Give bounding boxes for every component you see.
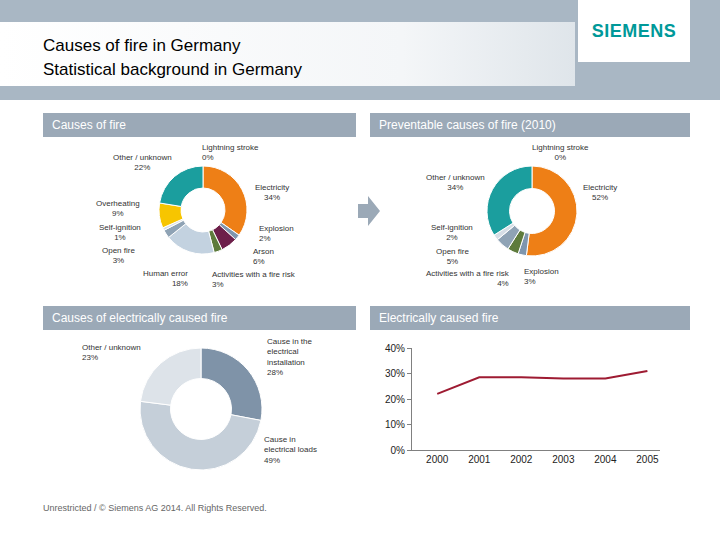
svg-text:Electricity34%: Electricity34% bbox=[255, 183, 289, 202]
svg-text:Arson6%: Arson6% bbox=[253, 247, 274, 266]
svg-text:2003: 2003 bbox=[552, 454, 575, 465]
svg-text:0%: 0% bbox=[391, 445, 406, 456]
html-text:Causes of electrically caused: Causes of electrically caused fire bbox=[52, 311, 228, 325]
html-text:Electrically caused fire: Electrically caused fire bbox=[379, 311, 499, 325]
svg-text:Cause in theelectricalinstalla: Cause in theelectricalinstallation28% bbox=[267, 337, 312, 377]
html-text:Statistical background in Germ: Statistical background in Germany bbox=[43, 60, 302, 79]
svg-text:Lightning stroke0%: Lightning stroke0% bbox=[532, 143, 589, 162]
svg-text:Electricity52%: Electricity52% bbox=[583, 183, 617, 202]
svg-text:Explosion3%: Explosion3% bbox=[524, 267, 559, 286]
svg-text:Open fire3%: Open fire3% bbox=[102, 246, 135, 265]
svg-text:Other / unknown22%: Other / unknown22% bbox=[113, 153, 172, 172]
svg-text:2002: 2002 bbox=[510, 454, 533, 465]
svg-text:20%: 20% bbox=[385, 394, 405, 405]
svg-text:Overheating9%: Overheating9% bbox=[96, 199, 140, 218]
svg-text:Self-ignition2%: Self-ignition2% bbox=[431, 223, 473, 242]
svg-text:Other / unknown23%: Other / unknown23% bbox=[82, 343, 141, 362]
html-text:Unrestricted / © Siemens AG 20: Unrestricted / © Siemens AG 2014. All Ri… bbox=[43, 503, 267, 513]
svg-text:2005: 2005 bbox=[636, 454, 659, 465]
html-text:SIEMENS: SIEMENS bbox=[591, 21, 677, 41]
html-text:Causes of fire in Germany: Causes of fire in Germany bbox=[43, 36, 241, 55]
svg-text:Activities with a fire risk4%: Activities with a fire risk4% bbox=[426, 269, 510, 288]
svg-text:Open fire5%: Open fire5% bbox=[436, 247, 469, 266]
svg-text:2004: 2004 bbox=[594, 454, 617, 465]
svg-text:Other / unknown34%: Other / unknown34% bbox=[426, 173, 485, 192]
svg-text:30%: 30% bbox=[385, 368, 405, 379]
svg-text:2001: 2001 bbox=[468, 454, 491, 465]
svg-text:Human error18%: Human error18% bbox=[143, 269, 188, 288]
svg-text:Lightning stroke0%: Lightning stroke0% bbox=[202, 143, 259, 162]
svg-text:Self-ignition1%: Self-ignition1% bbox=[99, 223, 141, 242]
svg-text:40%: 40% bbox=[385, 343, 405, 354]
html-text:Causes of fire: Causes of fire bbox=[52, 118, 126, 132]
svg-text:Explosion2%: Explosion2% bbox=[259, 224, 294, 243]
svg-text:Cause inelectrical loads49%: Cause inelectrical loads49% bbox=[264, 435, 317, 465]
html-text:Preventable causes of fire (20: Preventable causes of fire (2010) bbox=[379, 118, 556, 132]
svg-text:Activities with a fire risk3%: Activities with a fire risk3% bbox=[212, 270, 296, 289]
svg-text:10%: 10% bbox=[385, 419, 405, 430]
svg-text:2000: 2000 bbox=[426, 454, 449, 465]
